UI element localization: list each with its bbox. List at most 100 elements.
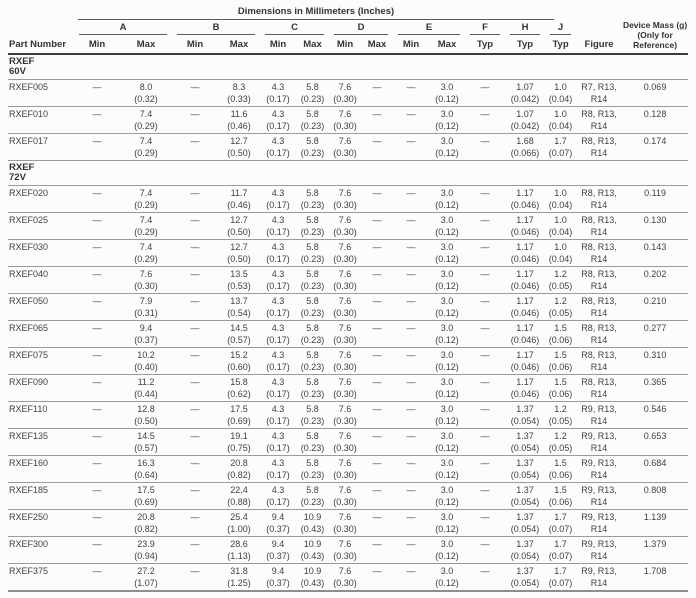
dimension-inch-value: (0.30) bbox=[333, 199, 357, 210]
dimension-mm-value: — bbox=[480, 539, 490, 549]
dimension-mm-value: 16.3 bbox=[137, 458, 155, 468]
dimension-inch-value: (0.30) bbox=[333, 120, 357, 131]
dimension-mm-value: — bbox=[190, 109, 200, 119]
dimension-cell: — bbox=[172, 401, 218, 429]
col-group-C: C bbox=[260, 20, 329, 36]
dimension-inch-value: (0.23) bbox=[300, 442, 325, 453]
dimension-inch-value: (0.06) bbox=[548, 496, 573, 507]
dimension-mm-value: — bbox=[406, 296, 416, 306]
figure-line1: R9, R13, bbox=[581, 512, 617, 522]
dimension-cell: 22.4 (0.88) bbox=[218, 482, 260, 510]
device-mass-cell: 0.310 bbox=[622, 347, 689, 375]
col-B-min: Min bbox=[172, 35, 218, 55]
dimension-mm-value: — bbox=[92, 404, 102, 414]
col-group-F: F bbox=[465, 20, 505, 36]
dimension-inch-value bbox=[172, 281, 218, 293]
dimension-mm-value: — bbox=[372, 242, 382, 252]
dimension-mm-value: — bbox=[190, 82, 200, 92]
dimension-cell: 9.4 (0.37) bbox=[120, 320, 172, 348]
dimension-mm-value: — bbox=[92, 323, 102, 333]
dimension-inch-value bbox=[361, 335, 393, 347]
dimension-mm-value: 7.6 bbox=[338, 458, 352, 468]
table-body: RXEF 60V RXEF005—8.0 (0.32) —8.3 (0.33) 4.3 (0.… bbox=[8, 54, 689, 592]
dimension-mm-value: 7.4 bbox=[139, 242, 153, 252]
dimension-inch-value bbox=[393, 443, 429, 455]
dimension-cell: 1.5 (0.06) bbox=[545, 455, 577, 483]
dimension-mm-value: — bbox=[406, 485, 416, 495]
dimension-cell: 23.9 (0.94) bbox=[120, 536, 172, 564]
dimension-cell: 1.2 (0.05) bbox=[545, 293, 577, 321]
dimension-cell: — bbox=[74, 79, 120, 107]
dimension-inch-value: (0.12) bbox=[435, 334, 459, 345]
dimension-inch-value: (0.46) bbox=[227, 199, 251, 210]
dimension-inch-value: (0.06) bbox=[548, 469, 573, 480]
dimension-mm-value: — bbox=[480, 377, 490, 387]
dimension-cell: 3.0 (0.12) bbox=[429, 212, 465, 240]
figure-cell: R7, R13, R14 bbox=[576, 79, 623, 107]
dimension-mm-value: — bbox=[190, 323, 200, 333]
dimension-inch-value: (0.07) bbox=[548, 577, 573, 588]
dimension-cell: 7.6 (0.30) bbox=[329, 509, 361, 537]
dimension-inch-value bbox=[393, 308, 429, 320]
dimension-cell: — bbox=[393, 133, 429, 161]
dimension-inch-value: (0.12) bbox=[435, 442, 459, 453]
figure-cell: R9, R13, R14 bbox=[576, 509, 623, 537]
dimension-mm-value: 3.0 bbox=[440, 269, 454, 279]
dimension-cell: 5.8 (0.23) bbox=[296, 266, 329, 294]
dimension-cell: 27.2 (1.07) bbox=[120, 563, 172, 592]
dimension-inch-value bbox=[393, 227, 429, 239]
dimension-inch-value bbox=[74, 551, 120, 563]
dimension-inch-value bbox=[393, 148, 429, 160]
dimension-inch-value: (0.046) bbox=[510, 226, 540, 237]
dimension-mm-value: 4.3 bbox=[271, 485, 285, 495]
table-row: RXEF375—27.2 (1.07) —31.8 (1.25) 9.4 (0.37) 10… bbox=[8, 563, 689, 592]
dimension-mm-value: 3.0 bbox=[440, 566, 454, 576]
dimension-mm-value: — bbox=[92, 431, 102, 441]
part-number-cell: RXEF250 bbox=[8, 509, 74, 537]
dimension-mm-value: — bbox=[92, 136, 102, 146]
dimension-cell: 1.37 (0.054) bbox=[505, 401, 545, 429]
dimension-mm-value: 1.0 bbox=[554, 242, 567, 252]
dimension-inch-value bbox=[172, 148, 218, 160]
dimension-cell: 7.6 (0.30) bbox=[329, 455, 361, 483]
dimension-cell: 7.6 (0.30) bbox=[329, 79, 361, 107]
dimension-cell: — bbox=[465, 455, 505, 483]
dimension-inch-value bbox=[172, 470, 218, 482]
dimension-cell: — bbox=[361, 374, 393, 402]
dimension-mm-value: 7.6 bbox=[338, 377, 352, 387]
device-mass-value: 0.128 bbox=[643, 109, 667, 119]
dimension-mm-value: — bbox=[372, 215, 382, 225]
device-mass-value: 0.365 bbox=[643, 377, 667, 387]
dimension-cell: 3.0 (0.12) bbox=[429, 509, 465, 537]
table-row: RXEF075—10.2 (0.40) —15.2 (0.60) 4.3 (0.17) 5.… bbox=[8, 347, 689, 375]
dimension-cell: 3.0 (0.12) bbox=[429, 563, 465, 592]
dimension-mm-value: — bbox=[92, 82, 102, 92]
dimension-inch-value bbox=[465, 148, 505, 160]
dimension-inch-value: (0.30) bbox=[333, 442, 357, 453]
dimension-mm-value: 9.4 bbox=[271, 566, 285, 576]
dimension-mm-value: 20.8 bbox=[137, 512, 155, 522]
dimension-cell: 1.7 (0.07) bbox=[545, 509, 577, 537]
dimension-inch-value bbox=[465, 497, 505, 509]
figure-line1: R9, R13, bbox=[581, 539, 617, 549]
dimension-inch-value bbox=[172, 94, 218, 106]
dimension-cell: — bbox=[393, 455, 429, 483]
col-group-D: D bbox=[329, 20, 393, 36]
dimension-cell: 1.37 (0.054) bbox=[505, 536, 545, 564]
dimension-inch-value: (0.37) bbox=[266, 577, 290, 588]
col-D-min: Min bbox=[329, 35, 361, 55]
dimension-mm-value: — bbox=[92, 512, 102, 522]
col-B-max: Max bbox=[218, 35, 260, 55]
figure-cell: R9, R13, R14 bbox=[576, 482, 623, 510]
dimension-cell: — bbox=[393, 79, 429, 107]
figure-line2: R14 bbox=[590, 253, 608, 264]
header-spacer-left bbox=[8, 4, 74, 20]
series-group-header: RXEF 60V bbox=[8, 54, 689, 80]
dimension-cell: 1.17 (0.046) bbox=[505, 347, 545, 375]
dimension-cell: 12.7 (0.50) bbox=[218, 239, 260, 267]
dimension-cell: — bbox=[393, 212, 429, 240]
dimension-inch-value: (0.23) bbox=[300, 120, 325, 131]
dimension-mm-value: 3.0 bbox=[440, 109, 454, 119]
dimension-mm-value: 27.2 bbox=[137, 566, 155, 576]
dimension-cell: — bbox=[361, 320, 393, 348]
